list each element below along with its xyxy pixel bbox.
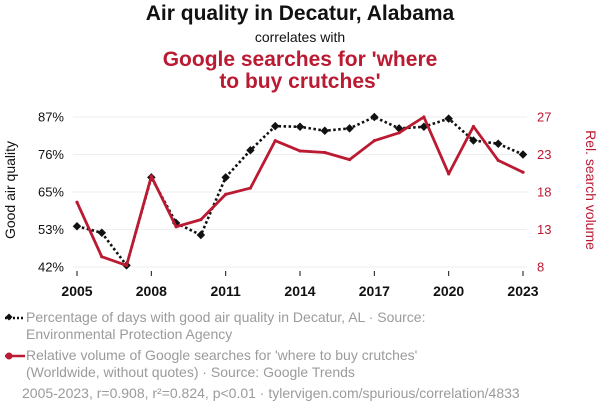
series-air-quality-line	[76, 115, 524, 269]
series-air-quality-point	[320, 126, 330, 135]
y-right-tick-label: 13	[537, 222, 551, 237]
legend-swatch-air-quality	[5, 313, 25, 321]
series-google-searches-point	[149, 174, 153, 178]
series-air-quality-point	[196, 230, 206, 240]
y-right-ticks: 8 13 18 23 27	[537, 110, 551, 275]
series-google-searches-point	[471, 124, 476, 129]
x-ticks: 2005 2008 2011 2014 2017 2020 2023	[61, 271, 539, 299]
series-google-searches-point	[124, 263, 129, 268]
series-google-searches-point	[496, 158, 500, 163]
series-google-searches-point	[199, 218, 203, 222]
series-air-quality	[72, 112, 528, 270]
legend-google-searches-line2: (Worldwide, without quotes) · Source: Go…	[26, 364, 355, 380]
y-left-ticks: 42% 53% 65% 76% 87%	[38, 110, 64, 275]
series-google-searches-point	[521, 170, 525, 174]
series-google-searches	[75, 115, 525, 268]
x-tick-label: 2014	[284, 283, 315, 299]
series-google-searches-point	[224, 192, 228, 196]
series-air-quality-point	[518, 150, 528, 159]
y-left-label: Good air quality	[2, 141, 18, 239]
chart-title-secondary: Google searches for 'where to buy crutch…	[150, 49, 450, 93]
legend-item-air-quality: Percentage of days with good air quality…	[4, 309, 594, 343]
y-left-tick-label: 42%	[38, 260, 64, 275]
series-google-searches-point	[248, 186, 253, 190]
chart-title: Air quality in Decatur, Alabama	[145, 2, 455, 25]
legend-swatch-google-searches	[5, 352, 25, 360]
series-google-searches-point	[174, 225, 178, 229]
series-google-searches-point	[323, 150, 327, 155]
y-left-tick-label: 65%	[38, 185, 64, 200]
series-google-searches-point	[347, 158, 352, 162]
series-google-searches-point	[372, 139, 376, 143]
y-left-tick-label: 53%	[38, 222, 64, 237]
series-google-searches-point	[447, 172, 451, 176]
series-air-quality-point	[246, 146, 255, 155]
title2-line2: to buy crutches'	[219, 70, 381, 93]
series-air-quality-point	[295, 122, 305, 132]
series-air-quality-point	[221, 173, 230, 182]
series-air-quality-point	[97, 228, 107, 238]
legend-air-quality-line1: Percentage of days with good air quality…	[26, 309, 426, 325]
x-tick-label: 2023	[507, 283, 538, 299]
x-tick-label: 2017	[359, 283, 390, 299]
series-google-searches-point	[298, 149, 302, 153]
series-google-searches-point	[397, 131, 401, 135]
series-air-quality-point	[345, 124, 354, 133]
y-left-tick-label: 76%	[38, 147, 64, 162]
legend-air-quality-line2: Environmental Protection Agency	[26, 326, 233, 342]
series-google-searches-line	[75, 115, 524, 267]
series-air-quality-point	[72, 221, 82, 231]
y-left-tick-label: 87%	[38, 110, 64, 125]
y-right-tick-label: 23	[537, 147, 551, 162]
series-google-searches-point	[75, 200, 79, 204]
y-right-tick-label: 8	[537, 260, 544, 275]
series-air-quality-point	[469, 136, 478, 145]
y-right-tick-label: 27	[537, 110, 551, 125]
series-air-quality-point	[493, 139, 503, 148]
footer-stats: 2005-2023, r=0.908, r²=0.824, p<0.01 · t…	[22, 385, 520, 401]
series-google-searches-point	[422, 115, 426, 119]
x-tick-label: 2008	[136, 283, 167, 299]
x-tick-label: 2011	[210, 283, 241, 299]
legend-item-google-searches: Relative volume of Google searches for '…	[4, 347, 594, 381]
legend-google-searches-line1: Relative volume of Google searches for '…	[26, 347, 418, 363]
series-google-searches-point	[100, 255, 104, 259]
gridlines	[73, 116, 527, 268]
series-air-quality-point	[370, 112, 379, 122]
series-google-searches-point	[273, 139, 277, 143]
y-right-label: Rel. search volume	[583, 130, 599, 250]
x-tick-label: 2020	[433, 283, 464, 299]
series-air-quality-point	[270, 121, 280, 131]
title2-line1: Google searches for 'where	[162, 48, 438, 71]
y-right-tick-label: 18	[537, 185, 551, 200]
chart-subtitle: correlates with	[254, 29, 346, 45]
x-tick-label: 2005	[61, 283, 92, 299]
series-air-quality-point	[444, 114, 453, 123]
